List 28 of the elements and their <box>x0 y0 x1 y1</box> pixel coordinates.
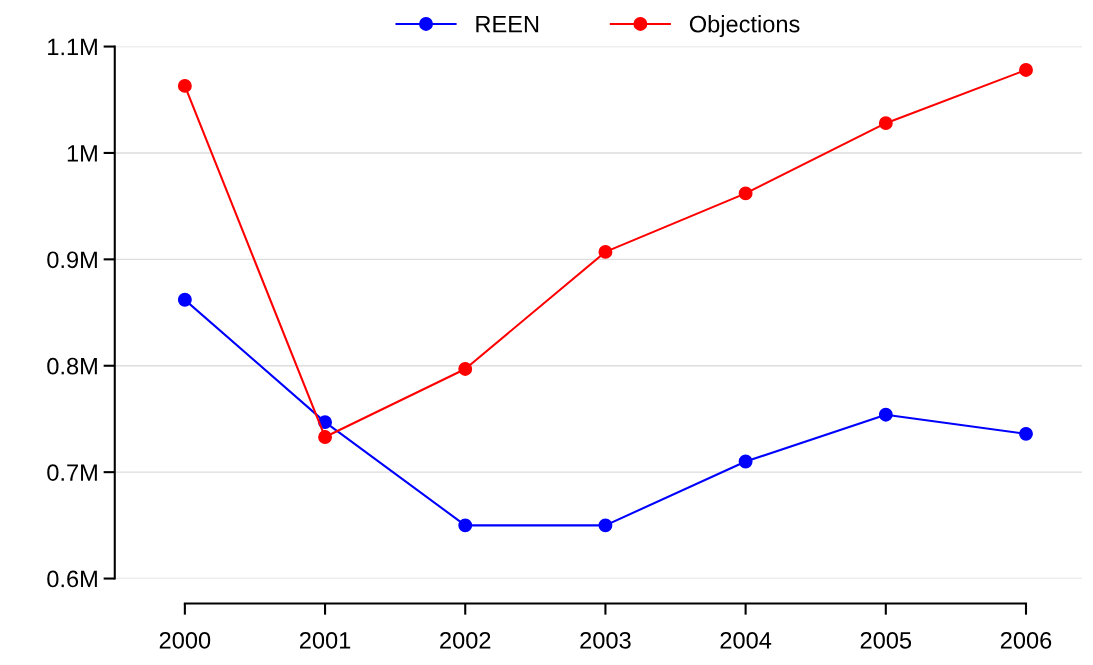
point <box>1019 63 1033 77</box>
point <box>598 244 613 259</box>
point <box>458 518 473 533</box>
legend-label: REEN <box>476 15 539 33</box>
y-tick-label: 1M <box>67 145 97 162</box>
point <box>878 116 893 131</box>
x-tick-label: 2001 <box>299 631 351 649</box>
point <box>738 186 753 201</box>
x-tick-label: 2006 <box>1000 631 1052 649</box>
y-tick-label: 0.8M <box>47 357 97 375</box>
point <box>738 454 753 469</box>
y-tick-label: 0.6M <box>47 570 97 588</box>
y-tick-label: 0.7M <box>47 464 97 481</box>
x-tick-label: 2003 <box>580 631 631 649</box>
y-tick-label: 0.9M <box>47 251 97 269</box>
point <box>318 430 332 444</box>
point <box>1019 426 1033 441</box>
x-tick-label: 2004 <box>720 631 772 649</box>
x-tick-label: 2002 <box>440 631 491 649</box>
legend-label: Objections <box>689 15 800 38</box>
point <box>177 78 192 93</box>
point <box>598 518 613 533</box>
x-tick-label: 2005 <box>860 631 912 649</box>
point <box>177 292 192 307</box>
point <box>458 361 473 376</box>
point <box>878 407 893 422</box>
y-tick-label: 1.1M <box>48 38 97 56</box>
x-tick-label: 2000 <box>159 631 211 649</box>
